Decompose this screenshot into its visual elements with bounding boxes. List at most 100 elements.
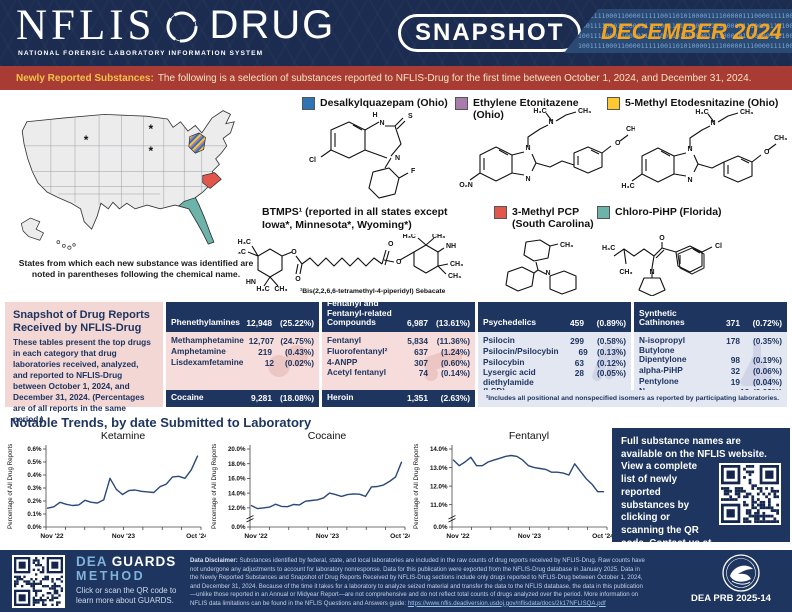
table-row: Fentanyl 5,834 (11.36%) bbox=[327, 335, 470, 346]
snapshot-badge: SNAPSHOT bbox=[398, 14, 582, 52]
chart-title: Ketamine bbox=[100, 430, 146, 442]
legend-label: Ethylene Etonitazene (Ohio) bbox=[473, 97, 579, 122]
snapshot-panel-text: These tables present the top drugs in ea… bbox=[13, 337, 151, 424]
svg-text:O: O bbox=[388, 241, 394, 248]
nflis-wordmark: NFLIS bbox=[16, 2, 156, 49]
nflis-logo: NFLIS DRUG bbox=[16, 1, 335, 50]
asterisk-iowa: * bbox=[149, 144, 154, 158]
svg-text:N: N bbox=[525, 145, 530, 152]
svg-text:Nov '23: Nov '23 bbox=[112, 533, 136, 540]
disclaimer-link[interactable]: https://www.nflis.deadiversion.usdoj.gov… bbox=[407, 599, 606, 607]
svg-text:S: S bbox=[408, 113, 413, 120]
table-body: N-isopropyl Butylone 178 (0.35%) Dipentylon… bbox=[634, 332, 787, 390]
vial-watermark-icon bbox=[592, 342, 623, 382]
svg-text:CH₃: CH₃ bbox=[774, 135, 787, 142]
legend-swatch-teal bbox=[597, 206, 610, 219]
svg-text:14.0%: 14.0% bbox=[430, 446, 448, 453]
svg-text:N: N bbox=[687, 177, 692, 184]
disclaimer-label: Data Disclaimer: bbox=[190, 557, 238, 564]
svg-text:12.0%: 12.0% bbox=[430, 483, 448, 490]
disclaimer-body: Substances identified by federal, state,… bbox=[190, 557, 645, 607]
table-row: Fluorofentanyl² 637 (1.24%) bbox=[327, 345, 470, 357]
structure-ethylene-etonitazene: H₃C CH₃ N N N O₂N O CH₃ bbox=[459, 108, 635, 189]
svg-text:O: O bbox=[659, 235, 665, 242]
legend-btmps: BTMPS¹ (reported in all states except Io… bbox=[262, 206, 448, 231]
issue-month: DECEMBER 2024 bbox=[601, 19, 782, 44]
chart-cocaine: Cocaine Percentage of All Drug Reports 0… bbox=[211, 430, 412, 544]
qr-code-substances[interactable] bbox=[719, 463, 781, 526]
qr-code-image[interactable] bbox=[721, 465, 779, 524]
svg-text:N: N bbox=[395, 155, 400, 162]
svg-text:CH₃: CH₃ bbox=[626, 126, 635, 133]
svg-text:0.0%: 0.0% bbox=[231, 524, 246, 531]
svg-text:N: N bbox=[649, 269, 654, 276]
svg-text:CH₃: CH₃ bbox=[432, 234, 445, 240]
data-disclaimer: Data Disclaimer: Substances identified b… bbox=[190, 557, 646, 608]
structure-btmps: H₃C H₃C HN H₃C CH₃ O O O O H₃C CH₃ NH CH… bbox=[238, 234, 463, 292]
qr-code-image[interactable] bbox=[14, 557, 63, 606]
table-phenethylamines: Phenethylamines 12,948 (25.22%) Methamph… bbox=[166, 302, 319, 407]
qr-code-guards[interactable] bbox=[12, 555, 65, 608]
table-row: Dipentylone 98 (0.19%) bbox=[639, 354, 782, 366]
structure-desalkylquazepam: H N S N Cl F bbox=[309, 112, 416, 205]
svg-text:14.0%: 14.0% bbox=[228, 490, 246, 497]
svg-text:H₃C: H₃C bbox=[238, 239, 251, 246]
chart-ketamine: Ketamine Percentage of All Drug Reports … bbox=[7, 430, 208, 544]
structure-5-methyl-etodesnitazine: H₃C CH₃ N N N H₃C O CH₃ bbox=[621, 109, 787, 190]
svg-text:O: O bbox=[396, 259, 402, 266]
svg-text:CH₃: CH₃ bbox=[450, 261, 463, 268]
svg-text:N: N bbox=[525, 176, 530, 183]
legend-3-methyl-pcp: 3-Methyl PCP (South Carolina) bbox=[494, 206, 594, 230]
guards-dea: DEA bbox=[76, 554, 108, 569]
legend-swatch-purple bbox=[455, 97, 468, 110]
svg-text:H₃C: H₃C bbox=[621, 183, 634, 190]
legend-desalkylquazepam: Desalkylquazepam (Ohio) bbox=[302, 97, 448, 110]
map-caption: States from which each new substance was… bbox=[18, 258, 254, 280]
asterisk-wyoming: * bbox=[84, 133, 89, 147]
legend-chloro-pihp: Chloro-PiHP (Florida) bbox=[597, 206, 767, 219]
svg-text:0.1%: 0.1% bbox=[27, 511, 42, 518]
svg-text:0.2%: 0.2% bbox=[27, 498, 42, 505]
svg-text:O: O bbox=[764, 149, 770, 156]
svg-text:O: O bbox=[291, 249, 297, 256]
svg-text:CH₃: CH₃ bbox=[619, 269, 632, 276]
btmps-footnote: ¹Bis(2,2,6,6-tetramethyl-4-piperidyl) Se… bbox=[300, 288, 446, 295]
table-row: Amphetamine 219 (0.43%) bbox=[171, 345, 314, 357]
table-row: Psilocin/Psilocybin 69 (0.13%) bbox=[483, 345, 626, 357]
svg-text:CH₃: CH₃ bbox=[448, 273, 461, 280]
chart-plot-area: 0.0% 11.0% 12.0% 13.0% 14.0% Nov '22 Nov '23 Oc… bbox=[430, 445, 612, 540]
state-alaska bbox=[20, 217, 44, 241]
svg-text:H₃C: H₃C bbox=[602, 245, 615, 252]
svg-text:N: N bbox=[710, 120, 715, 127]
table-row: Methamphetamine 12,707 (24.75%) bbox=[171, 335, 314, 346]
svg-text:Nov '22: Nov '22 bbox=[446, 533, 470, 540]
capsule-watermark-icon bbox=[423, 348, 463, 381]
svg-text:0.5%: 0.5% bbox=[27, 459, 42, 466]
state-ohio bbox=[188, 132, 206, 154]
guards-block: DEA GUARDS METHOD Click or scan the QR c… bbox=[76, 554, 182, 606]
svg-text:18.0%: 18.0% bbox=[228, 461, 246, 468]
svg-text:0.4%: 0.4% bbox=[27, 472, 42, 479]
table-row: alpha-PiHP 32 (0.06%) bbox=[639, 364, 782, 376]
svg-text:Oct '24: Oct '24 bbox=[592, 533, 612, 540]
table-row: Lysergic acid diethylamide (LSD)28(0.05%… bbox=[483, 367, 626, 390]
table-header: Synthetic Cathinones 371 (0.72%) bbox=[634, 302, 787, 332]
legend-ethylene-etonitazene: Ethylene Etonitazene (Ohio) bbox=[455, 97, 605, 121]
table-row: N-Cyclohexylmethylone12(0.02%) bbox=[639, 387, 782, 390]
svg-text:F: F bbox=[411, 168, 416, 175]
svg-text:Cl: Cl bbox=[309, 157, 316, 164]
table-header: Fentanyl and Fentanyl-related Compounds … bbox=[322, 298, 475, 332]
structure-3-methyl-pcp: CH₃ N bbox=[498, 238, 598, 296]
header-subtitle: NATIONAL FORENSIC LABORATORY INFORMATION… bbox=[18, 50, 264, 57]
svg-text:Cl: Cl bbox=[715, 243, 722, 250]
svg-text:12.0%: 12.0% bbox=[228, 505, 246, 512]
svg-text:H: H bbox=[372, 112, 377, 119]
svg-text:16.0%: 16.0% bbox=[228, 476, 246, 483]
trends-heading: Notable Trends, by date Submitted to Lab… bbox=[10, 415, 312, 430]
svg-text:H₃C: H₃C bbox=[533, 108, 546, 115]
svg-text:N: N bbox=[687, 146, 692, 153]
legend-label: Desalkylquazepam (Ohio) bbox=[320, 97, 448, 109]
table-row: N-isopropyl Butylone 178 (0.35%) bbox=[639, 335, 782, 355]
snapshot-panel-title: Snapshot of Drug Reports Received by NFL… bbox=[13, 309, 150, 334]
table-body: Fentanyl 5,834 (11.36%) Fluorofentanyl² 637(… bbox=[322, 332, 475, 390]
